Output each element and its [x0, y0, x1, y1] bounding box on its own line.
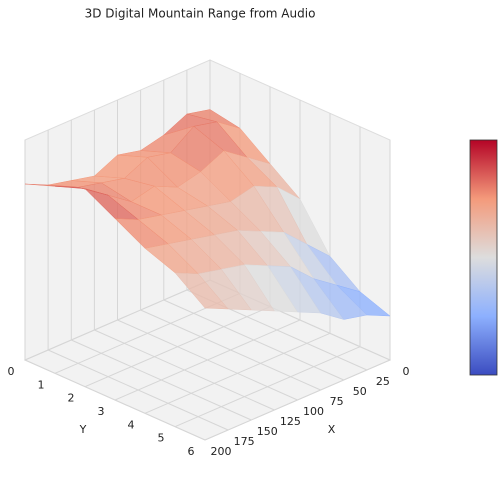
x-tick-label: 175: [234, 435, 255, 448]
y-tick-label: 5: [158, 432, 165, 445]
grid-line: [204, 140, 391, 441]
x-tick-label: 75: [330, 395, 344, 408]
x-tick-label: 125: [280, 415, 301, 428]
y-axis-label: Y: [79, 423, 87, 436]
y-tick-label: 0: [8, 365, 15, 378]
y-tick-label: 3: [98, 405, 105, 418]
chart-title: 3D Digital Mountain Range from Audio: [85, 7, 316, 21]
x-axis-label: X: [328, 423, 336, 436]
grid-line: [174, 126, 361, 428]
y-tick-label: 2: [68, 392, 75, 405]
grid-line: [114, 100, 301, 401]
x-tick-label: 200: [211, 445, 232, 458]
y-tick-label: 4: [128, 418, 135, 431]
x-tick-label: 25: [376, 375, 390, 388]
x-tick-label: 100: [303, 405, 324, 418]
x-tick-label: 50: [353, 385, 367, 398]
x-tick-label: 150: [257, 425, 278, 438]
y-tick-label: 1: [38, 378, 45, 391]
colorbar: [469, 139, 498, 376]
y-tick-label: 6: [188, 445, 195, 458]
grid-line: [144, 113, 331, 414]
surface-patch: [174, 272, 229, 310]
x-tick-label: 0: [403, 365, 410, 378]
